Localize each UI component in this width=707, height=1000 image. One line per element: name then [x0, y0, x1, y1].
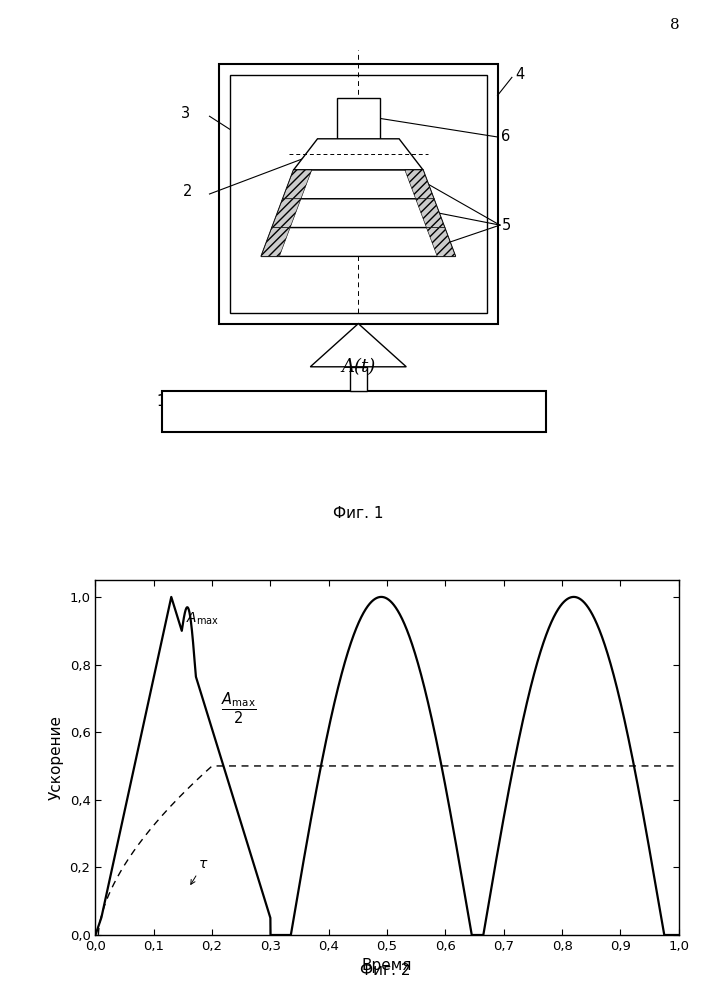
Text: $A_{\rm max}$: $A_{\rm max}$ — [186, 610, 219, 627]
Bar — [350, 367, 367, 391]
Y-axis label: Ускорение: Ускорение — [49, 715, 64, 800]
Polygon shape — [261, 228, 455, 256]
Text: 2: 2 — [183, 184, 192, 199]
Text: $\tau$: $\tau$ — [191, 857, 209, 884]
Bar — [161, 391, 546, 432]
Polygon shape — [310, 324, 407, 367]
Bar — [219, 64, 498, 324]
Polygon shape — [272, 199, 445, 228]
Polygon shape — [283, 170, 434, 199]
Text: $\dfrac{A_{\rm max}}{2}$: $\dfrac{A_{\rm max}}{2}$ — [221, 691, 256, 726]
Polygon shape — [405, 170, 434, 199]
Text: Фиг. 1: Фиг. 1 — [333, 506, 384, 521]
Polygon shape — [261, 228, 290, 256]
Polygon shape — [416, 199, 445, 228]
Text: 3: 3 — [181, 106, 190, 121]
Polygon shape — [293, 139, 423, 170]
Text: A(t): A(t) — [341, 358, 375, 376]
Text: 4: 4 — [515, 67, 525, 82]
Polygon shape — [283, 170, 312, 199]
X-axis label: Время: Время — [362, 958, 412, 973]
Polygon shape — [426, 228, 455, 256]
Text: Фиг. 2: Фиг. 2 — [360, 963, 411, 978]
Bar — [337, 98, 380, 139]
Text: 6: 6 — [501, 129, 510, 144]
Text: 1: 1 — [157, 393, 166, 408]
Text: 5: 5 — [502, 218, 512, 233]
Polygon shape — [272, 199, 301, 228]
Text: 8: 8 — [670, 18, 680, 32]
Bar — [230, 75, 487, 313]
